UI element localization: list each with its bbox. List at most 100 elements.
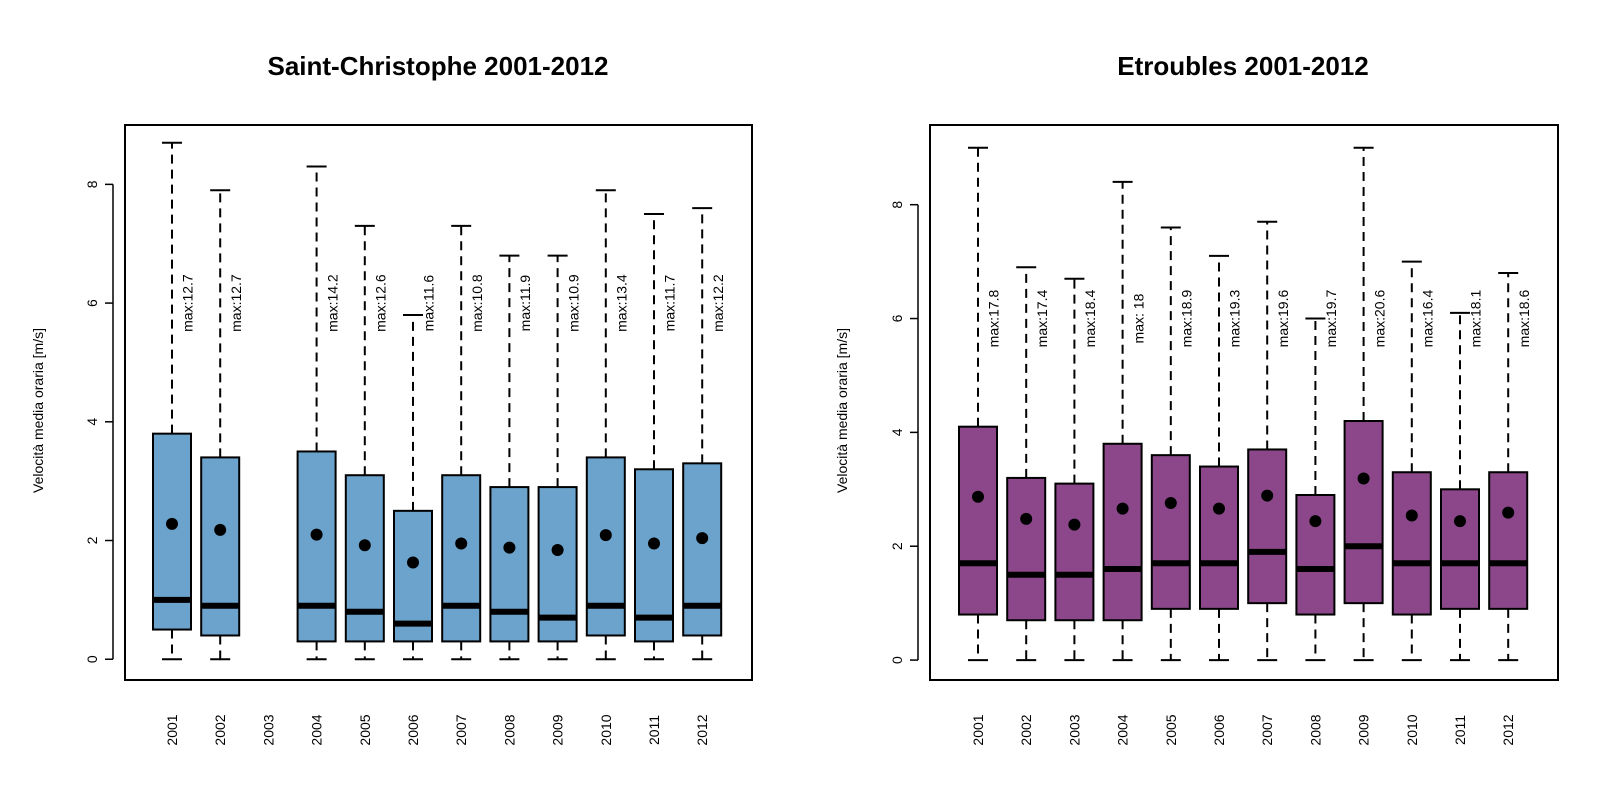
- box-iqr: [1199, 465, 1239, 610]
- chart-panel-2: Etroubles 2001-2012 Velocità media oraria…: [834, 51, 1559, 746]
- max-label: max:13.4: [614, 274, 630, 332]
- box-2010: max:13.4: [585, 189, 630, 661]
- box-iqr: [1391, 471, 1432, 616]
- max-label: max:18.6: [1516, 290, 1532, 348]
- mean-point: [1116, 502, 1129, 515]
- box-2008: max:19.7: [1295, 290, 1339, 662]
- box-iqr: [1488, 471, 1529, 610]
- mean-point: [407, 556, 419, 569]
- box-2001: max:17.8: [958, 146, 1002, 662]
- y-axis-label: Velocità media oraria [m/s]: [30, 328, 46, 493]
- x-tick-label-2001: 2001: [970, 714, 986, 745]
- y-tick-label: 6: [84, 299, 100, 307]
- x-tick-label-2005: 2005: [1163, 714, 1179, 745]
- mean-point: [358, 539, 371, 552]
- x-tick-label-2008: 2008: [1307, 714, 1323, 745]
- y-tick-label: 6: [889, 314, 905, 322]
- box-iqr: [393, 509, 433, 643]
- x-tick-label-2010: 2010: [598, 714, 614, 745]
- x-tick-label-2007: 2007: [453, 714, 469, 745]
- mean-point: [648, 537, 660, 550]
- box-2002: max:12.7: [200, 189, 244, 661]
- y-axis-label: Velocità media oraria [m/s]: [834, 328, 850, 493]
- mean-point: [1502, 506, 1515, 519]
- box-2003: max:18.4: [1054, 277, 1098, 662]
- box-2007: max:10.8: [441, 224, 485, 661]
- x-tick-label-2012: 2012: [1500, 714, 1516, 745]
- max-label: max:19.7: [1323, 290, 1339, 348]
- box-2009: max:10.9: [537, 254, 581, 661]
- box-iqr: [489, 486, 530, 643]
- box-2002: max:17.4: [1006, 266, 1050, 662]
- y-tick-label: 2: [84, 536, 100, 544]
- chart-title: Saint-Christophe 2001-2012: [267, 51, 608, 81]
- x-tick-label-2001: 2001: [164, 714, 180, 745]
- mean-point: [599, 529, 612, 542]
- box-2006: max:19.3: [1199, 254, 1243, 662]
- box-iqr: [441, 474, 482, 643]
- mean-point: [1261, 489, 1274, 502]
- max-label: max:18.1: [1468, 290, 1484, 348]
- y-tick-label: 2: [889, 542, 905, 550]
- box-2005: max:12.6: [344, 224, 389, 661]
- box-2009: max:20.6: [1343, 146, 1387, 662]
- max-label: max:12.7: [180, 274, 196, 332]
- max-label: max:14.2: [324, 274, 340, 332]
- max-label: max:18.4: [1082, 290, 1098, 348]
- box-iqr: [296, 450, 337, 643]
- mean-point: [1357, 472, 1370, 485]
- box-2005: max:18.9: [1150, 226, 1195, 662]
- x-tick-label-2004: 2004: [309, 714, 325, 745]
- box-iqr: [958, 425, 998, 616]
- box-iqr: [344, 474, 385, 643]
- max-label: max: 18: [1130, 293, 1146, 343]
- max-label: max:12.6: [373, 274, 389, 332]
- x-tick-label-2003: 2003: [260, 714, 276, 745]
- x-tick-label-2007: 2007: [1259, 714, 1275, 745]
- mean-point: [1213, 502, 1225, 515]
- chart-panel-1: Saint-Christophe 2001-2012 Velocità media…: [30, 51, 753, 746]
- max-label: max:12.7: [228, 274, 244, 332]
- box-2008: max:11.9: [489, 254, 533, 661]
- box-2011: max:18.1: [1440, 290, 1484, 662]
- mean-point: [1454, 515, 1466, 528]
- box-iqr: [1247, 448, 1288, 605]
- max-label: max:19.3: [1227, 290, 1243, 348]
- max-label: max:11.6: [421, 275, 437, 332]
- x-tick-label-2004: 2004: [1115, 714, 1131, 745]
- mean-point: [1309, 515, 1322, 528]
- mean-point: [1020, 512, 1033, 525]
- box-2007: max:19.6: [1247, 220, 1291, 662]
- box-iqr: [1440, 488, 1480, 610]
- box-iqr: [634, 468, 674, 643]
- mean-point: [696, 532, 709, 545]
- box-iqr: [1054, 482, 1095, 622]
- max-label: max:10.8: [469, 274, 485, 332]
- y-tick-label: 8: [84, 180, 100, 188]
- max-label: max:20.6: [1371, 290, 1387, 348]
- mean-point: [1068, 518, 1081, 531]
- box-iqr: [1295, 494, 1336, 616]
- box-2004: max:14.2: [296, 165, 340, 661]
- max-label: max:19.6: [1275, 290, 1291, 348]
- y-tick-label: 4: [84, 418, 100, 426]
- box-2010: max:16.4: [1391, 260, 1436, 662]
- max-label: max:12.2: [710, 274, 726, 332]
- y-tick-label: 8: [889, 201, 905, 209]
- x-tick-label-2009: 2009: [1356, 714, 1372, 745]
- y-tick-label: 4: [889, 428, 905, 436]
- x-tick-label-2010: 2010: [1404, 714, 1420, 745]
- box-iqr: [682, 462, 723, 637]
- mean-point: [972, 490, 984, 503]
- max-label: max:11.7: [662, 275, 678, 332]
- x-tick-label-2011: 2011: [646, 715, 662, 745]
- mean-point: [455, 537, 468, 550]
- x-tick-label-2006: 2006: [1211, 714, 1227, 745]
- x-tick-label-2005: 2005: [357, 714, 373, 745]
- x-tick-label-2003: 2003: [1066, 714, 1082, 745]
- mean-point: [503, 541, 516, 554]
- x-tick-label-2002: 2002: [1018, 714, 1034, 745]
- mean-point: [1164, 496, 1177, 509]
- box-2004: max: 18: [1102, 180, 1146, 662]
